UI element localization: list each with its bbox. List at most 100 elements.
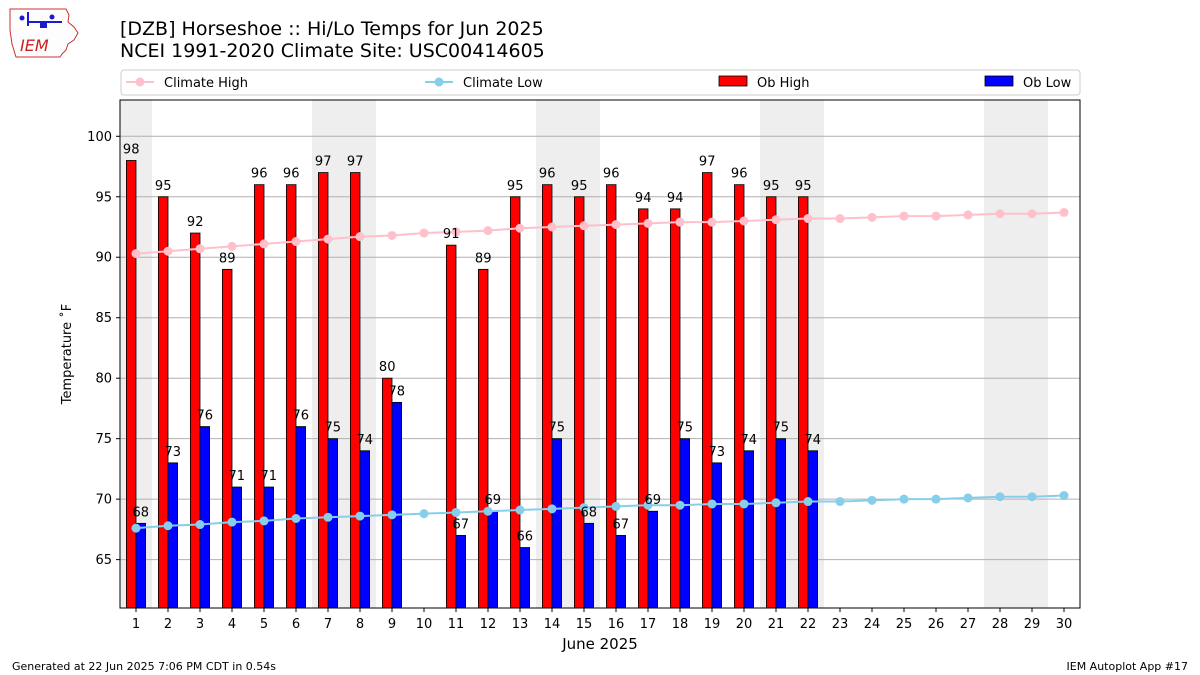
weather-station-box — [40, 23, 47, 28]
x-tick-label: 19 — [704, 617, 721, 632]
ob-high-label: 96 — [539, 167, 556, 182]
y-tick-label: 70 — [95, 493, 112, 508]
climate-low-point — [291, 513, 301, 523]
x-tick-label: 12 — [480, 617, 497, 632]
ob-low-bar — [711, 462, 723, 609]
climate-high-point — [931, 211, 941, 221]
legend-marker-dot — [135, 77, 145, 87]
legend-swatch — [984, 75, 1014, 87]
x-tick-label: 7 — [324, 617, 332, 632]
x-tick-label: 24 — [864, 617, 881, 632]
ob-high-bar — [445, 244, 457, 609]
bar-value-labels: 98 95 92 89 96 96 97 97 80 91 89 95 96 95 96 94 94 97 96 95… — [123, 142, 821, 544]
x-tick-label: 4 — [228, 617, 236, 632]
climate-high-point — [515, 223, 525, 233]
climate-high-point — [323, 234, 333, 244]
climate-low-point — [707, 499, 717, 509]
ob-high-label: 95 — [763, 179, 780, 194]
ob-low-label: 76 — [293, 409, 310, 424]
climate-high-point — [483, 226, 493, 236]
climate-high-point — [963, 210, 973, 220]
climate-low-point — [419, 509, 429, 519]
ob-low-label: 67 — [613, 517, 630, 532]
climate-low-point — [931, 494, 941, 504]
iem-logo: IEM — [9, 8, 79, 58]
x-tick-label: 9 — [388, 617, 396, 632]
climate-low-point — [323, 512, 333, 522]
ob-high-bar — [734, 184, 745, 609]
climate-low-point — [163, 521, 173, 531]
ob-low-label: 69 — [485, 493, 502, 508]
legend-label: Ob High — [757, 76, 810, 91]
climate-high-point — [1059, 207, 1069, 217]
ob-low-bar — [647, 510, 659, 609]
x-tick-label: 10 — [416, 617, 433, 632]
ob-low-label: 69 — [645, 493, 662, 508]
ob-low-label: 75 — [549, 421, 566, 436]
ob-high-label: 95 — [795, 179, 812, 194]
footer-generated: Generated at 22 Jun 2025 7:06 PM CDT in … — [12, 660, 276, 673]
ob-high-bar — [221, 268, 233, 609]
legend-marker-dot — [434, 77, 444, 87]
y-tick-label: 80 — [95, 372, 112, 387]
logo-text: IEM — [20, 36, 49, 55]
legend-label: Ob Low — [1023, 76, 1072, 91]
climate-high-point — [835, 214, 845, 224]
ob-low-bar — [391, 401, 403, 609]
ob-low-label: 66 — [517, 530, 534, 545]
climate-high-point — [739, 216, 749, 226]
ob-low-bar — [231, 486, 243, 609]
y-tick-label: 85 — [95, 311, 112, 326]
climate-low-point — [131, 523, 141, 533]
climate-low-point — [867, 495, 877, 505]
ob-high-label: 94 — [667, 191, 684, 206]
ob-high-label: 97 — [315, 155, 332, 170]
y-tick-label: 75 — [95, 432, 112, 447]
ob-low-bar — [135, 522, 147, 609]
ob-high-bar — [509, 196, 521, 609]
climate-low-point — [259, 516, 269, 526]
ob-low-bar — [167, 462, 179, 609]
climate-high-point — [771, 215, 781, 225]
y-tick-label: 65 — [95, 553, 112, 568]
ob-low-bar — [615, 535, 627, 609]
climate-high-point — [419, 228, 429, 238]
ob-high-label: 96 — [603, 167, 620, 182]
climate-low-line — [135, 494, 1065, 530]
plot-frame — [119, 99, 1081, 609]
climate-low-point — [579, 503, 589, 513]
ob-low-label: 75 — [677, 421, 694, 436]
climate-high-point — [131, 249, 141, 259]
climate-low-point — [547, 504, 557, 514]
ob-low-bar — [775, 438, 787, 609]
x-tick-label: 22 — [800, 617, 817, 632]
ob-low-bar — [487, 510, 499, 609]
y-tick-label: 95 — [95, 190, 112, 205]
bars — [126, 160, 819, 609]
legend-item-ob-low: Ob Low — [984, 75, 1072, 91]
ob-high-bar — [606, 184, 617, 609]
climate-high-point — [163, 246, 173, 256]
ob-low-bar — [551, 438, 563, 609]
x-tick-label: 14 — [544, 617, 561, 632]
ob-low-bar — [327, 438, 339, 609]
ob-low-label: 71 — [261, 469, 278, 484]
ob-low-label: 73 — [165, 445, 182, 460]
footer-app: IEM Autoplot App #17 — [1067, 660, 1189, 673]
climate-low-point — [483, 506, 493, 516]
x-tick-label: 6 — [292, 617, 300, 632]
climate-low-point — [771, 498, 781, 508]
ob-high-label: 97 — [347, 155, 364, 170]
ob-low-label: 76 — [197, 409, 214, 424]
ob-high-label: 95 — [571, 179, 588, 194]
climate-high-point — [195, 244, 205, 254]
climate-low-point — [611, 501, 621, 511]
x-tick-label: 23 — [832, 617, 849, 632]
climate-low-point — [739, 499, 749, 509]
x-tick-label: 16 — [608, 617, 625, 632]
ob-high-bar — [126, 160, 137, 609]
legend-item-ob-high: Ob High — [718, 75, 810, 91]
ob-high-label: 91 — [443, 227, 460, 242]
climate-high-point — [259, 239, 269, 249]
